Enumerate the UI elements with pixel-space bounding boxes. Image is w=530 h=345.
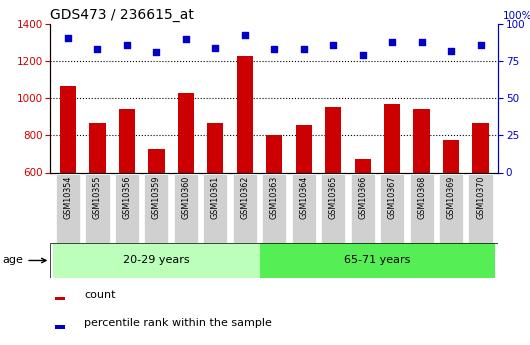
Point: [241, 32, 249, 37]
Text: GSM10366: GSM10366: [358, 175, 367, 219]
Bar: [260, 243, 495, 278]
FancyBboxPatch shape: [174, 174, 198, 243]
Bar: [90, 123, 105, 172]
Point: [270, 47, 279, 52]
Text: GDS473 / 236615_at: GDS473 / 236615_at: [50, 8, 194, 22]
Bar: [355, 159, 371, 172]
FancyBboxPatch shape: [56, 174, 80, 243]
Text: GSM10354: GSM10354: [64, 175, 73, 219]
Bar: [296, 125, 312, 172]
Bar: [237, 56, 253, 172]
Point: [152, 50, 161, 55]
Text: GSM10361: GSM10361: [211, 175, 220, 219]
Bar: [472, 123, 489, 172]
FancyBboxPatch shape: [144, 174, 169, 243]
FancyBboxPatch shape: [292, 174, 316, 243]
Point: [417, 39, 426, 45]
Text: GSM10369: GSM10369: [447, 175, 456, 219]
Text: percentile rank within the sample: percentile rank within the sample: [84, 318, 272, 328]
Text: GSM10363: GSM10363: [270, 175, 279, 219]
Bar: [413, 109, 430, 172]
FancyBboxPatch shape: [115, 174, 139, 243]
Bar: [325, 107, 341, 172]
Bar: [54, 243, 260, 278]
Bar: [384, 104, 400, 172]
Text: GSM10360: GSM10360: [181, 175, 190, 219]
Text: GSM10367: GSM10367: [387, 175, 396, 219]
Point: [182, 36, 190, 42]
Text: GSM10364: GSM10364: [299, 175, 308, 219]
FancyBboxPatch shape: [85, 174, 110, 243]
Point: [329, 42, 338, 48]
FancyBboxPatch shape: [262, 174, 286, 243]
FancyBboxPatch shape: [321, 174, 345, 243]
Bar: [266, 135, 282, 172]
Text: age: age: [3, 256, 46, 265]
Point: [211, 45, 219, 51]
Point: [388, 39, 396, 45]
Text: 100%: 100%: [502, 11, 530, 21]
Point: [299, 47, 308, 52]
Text: GSM10356: GSM10356: [122, 175, 131, 219]
Point: [64, 35, 72, 40]
FancyBboxPatch shape: [204, 174, 227, 243]
Bar: [55, 297, 65, 300]
FancyBboxPatch shape: [350, 174, 375, 243]
FancyBboxPatch shape: [439, 174, 463, 243]
Bar: [207, 123, 224, 172]
Point: [447, 48, 455, 53]
Point: [123, 42, 131, 48]
Text: GSM10365: GSM10365: [329, 175, 338, 219]
FancyBboxPatch shape: [410, 174, 434, 243]
FancyBboxPatch shape: [233, 174, 257, 243]
Bar: [55, 325, 65, 328]
Text: 20-29 years: 20-29 years: [123, 256, 190, 265]
Point: [358, 52, 367, 58]
Bar: [178, 93, 194, 172]
Bar: [119, 109, 135, 172]
Text: count: count: [84, 290, 116, 300]
Text: GSM10359: GSM10359: [152, 175, 161, 219]
FancyBboxPatch shape: [380, 174, 404, 243]
Text: GSM10362: GSM10362: [240, 175, 249, 219]
Bar: [60, 86, 76, 172]
Text: 65-71 years: 65-71 years: [344, 256, 411, 265]
Bar: [443, 140, 459, 172]
Point: [93, 47, 102, 52]
Text: GSM10368: GSM10368: [417, 175, 426, 219]
FancyBboxPatch shape: [469, 174, 492, 243]
Bar: [148, 149, 164, 172]
Point: [476, 42, 485, 48]
Text: GSM10370: GSM10370: [476, 175, 485, 219]
Text: GSM10355: GSM10355: [93, 175, 102, 219]
